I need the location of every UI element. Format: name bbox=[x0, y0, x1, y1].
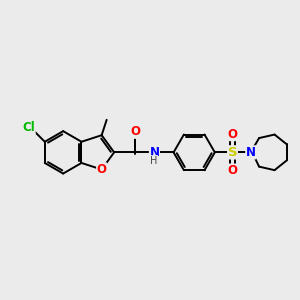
Text: Cl: Cl bbox=[22, 121, 35, 134]
Text: N: N bbox=[246, 146, 256, 159]
Text: O: O bbox=[227, 128, 238, 141]
Text: S: S bbox=[228, 146, 237, 159]
Text: H: H bbox=[150, 156, 158, 166]
Text: O: O bbox=[97, 163, 107, 176]
Text: O: O bbox=[130, 125, 140, 138]
Text: O: O bbox=[227, 164, 238, 177]
Text: N: N bbox=[149, 146, 160, 159]
